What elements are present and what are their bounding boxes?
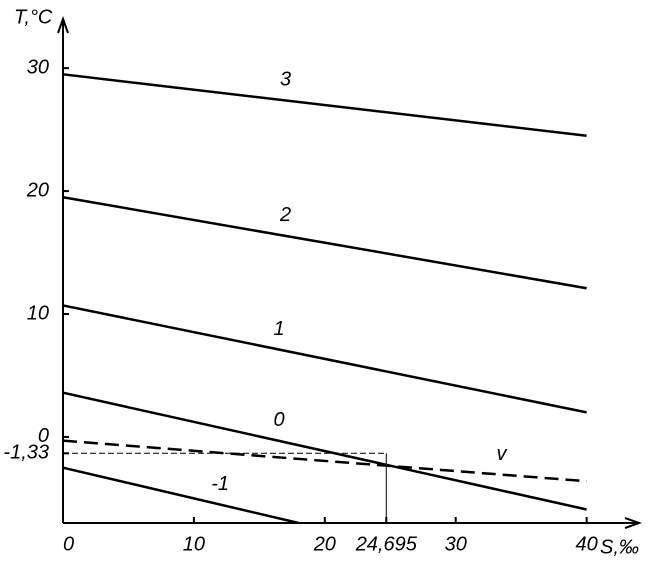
series-label: 3 (280, 69, 291, 91)
series-line (62, 466, 299, 525)
x-tick-label: 0 (63, 533, 74, 555)
x-tick-label: 24,695 (355, 533, 418, 555)
series-label: 0 (273, 409, 284, 431)
y-tick-label: 20 (26, 179, 49, 201)
series-label: 1 (273, 318, 284, 340)
y-axis-label: T,°C (14, 6, 53, 28)
series-line (62, 196, 587, 290)
x-tick-label: 10 (183, 533, 205, 555)
series-line (62, 391, 587, 511)
y-tick-label: -1,33 (3, 442, 49, 464)
series-label: 2 (279, 204, 291, 226)
series-line (62, 73, 587, 138)
x-axis-arrow (624, 517, 642, 529)
series-line (62, 304, 587, 414)
series-label: v (497, 443, 508, 465)
series-label: -1 (211, 473, 229, 495)
y-tick-label: 10 (27, 302, 49, 324)
x-tick-label: 30 (445, 533, 467, 555)
series-line (62, 439, 587, 483)
x-axis-label: S,‰ (600, 536, 639, 558)
x-tick-label: 20 (313, 533, 336, 555)
y-tick-label: 0 (38, 425, 49, 447)
y-tick-label: 30 (27, 56, 49, 78)
y-axis-arrow (57, 16, 69, 34)
x-tick-label: 40 (576, 533, 598, 555)
